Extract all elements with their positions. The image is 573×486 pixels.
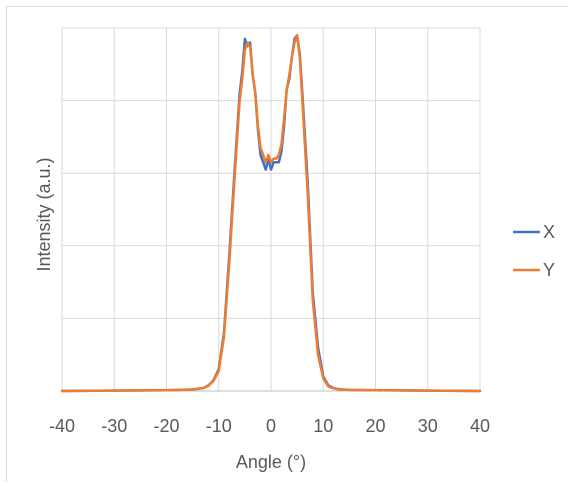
- y-axis-title: Intensity (a.u.): [34, 157, 54, 271]
- legend-label: Y: [543, 260, 555, 280]
- series-line-y: [60, 34, 482, 393]
- x-tick-label: 40: [470, 416, 490, 436]
- legend: XY: [513, 222, 555, 280]
- x-tick-label: 30: [418, 416, 438, 436]
- x-tick-label: -20: [153, 416, 179, 436]
- x-tick-label: 10: [313, 416, 333, 436]
- legend-item-x: X: [513, 222, 555, 242]
- series-layer: [60, 34, 482, 393]
- x-tick-label: -30: [101, 416, 127, 436]
- x-tick-labels: -40 -30 -20 -10 0 10 20 30 40: [49, 416, 490, 436]
- x-tick-label: -40: [49, 416, 75, 436]
- chart-frame: [6, 6, 568, 482]
- x-tick-label: 0: [266, 416, 276, 436]
- x-tick-label: -10: [206, 416, 232, 436]
- x-tick-label: 20: [365, 416, 385, 436]
- x-axis-title: Angle (°): [236, 452, 306, 472]
- legend-item-y: Y: [513, 260, 555, 280]
- legend-label: X: [543, 222, 555, 242]
- grid-lines: [61, 27, 481, 392]
